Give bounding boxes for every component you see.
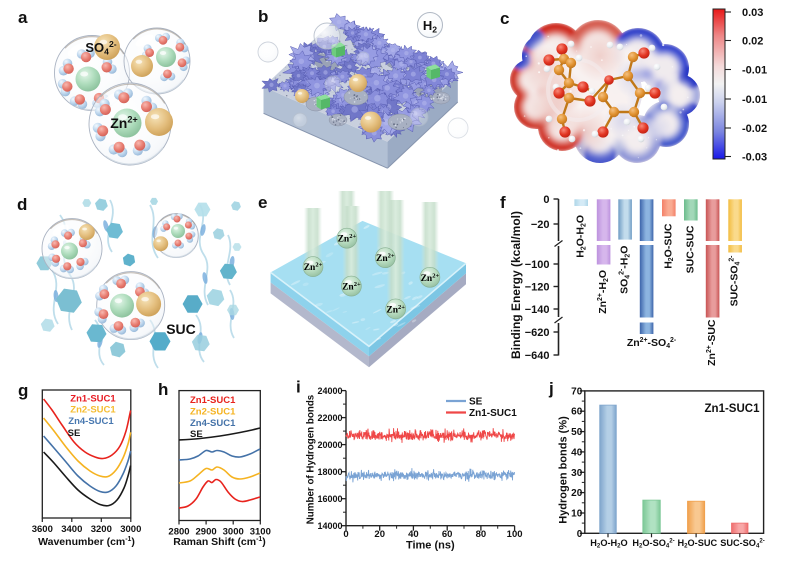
svg-text:10: 10 [571,508,583,519]
svg-text:f: f [500,193,506,212]
svg-text:3600: 3600 [32,524,53,535]
svg-text:Time (ns): Time (ns) [406,540,455,552]
svg-text:−140: −140 [525,304,550,316]
svg-text:60: 60 [442,529,453,540]
svg-text:16000: 16000 [317,494,342,504]
svg-text:Zn1-SUC1: Zn1-SUC1 [190,395,236,406]
svg-text:Zn2+-H2O: Zn2+-H2O [597,270,610,314]
svg-text:80: 80 [476,529,487,540]
svg-text:Zn2-SUC1: Zn2-SUC1 [70,405,116,416]
svg-text:b: b [258,7,268,26]
svg-text:2900: 2900 [196,527,217,538]
svg-text:−640: −640 [525,350,550,362]
svg-text:Zn2+-SUC: Zn2+-SUC [706,319,718,366]
svg-text:Zn1-SUC1: Zn1-SUC1 [469,408,517,419]
svg-text:3200: 3200 [91,524,112,535]
svg-text:Binding Energy (kcal/mol): Binding Energy (kcal/mol) [509,211,523,359]
svg-text:Wavenumber (cm-1): Wavenumber (cm-1) [38,536,135,548]
svg-text:3000: 3000 [223,527,244,538]
svg-text:Zn2+: Zn2+ [338,233,357,245]
svg-text:a: a [18,8,28,27]
svg-text:-0.01: -0.01 [742,94,767,106]
svg-text:H2O-SO42-: H2O-SO42- [632,538,674,550]
svg-text:Zn2+: Zn2+ [421,272,440,284]
svg-text:40: 40 [408,529,419,540]
svg-text:Zn2+: Zn2+ [376,253,395,265]
svg-text:30: 30 [571,468,583,479]
svg-text:20: 20 [571,488,583,499]
svg-text:0: 0 [543,194,549,206]
svg-text:Zn1-SUC1: Zn1-SUC1 [705,403,761,415]
svg-text:Zn1-SUC1: Zn1-SUC1 [70,394,116,405]
svg-text:0.02: 0.02 [742,36,763,48]
svg-text:3000: 3000 [120,524,141,535]
svg-text:20: 20 [374,529,385,540]
svg-text:−100: −100 [525,259,550,271]
svg-text:50: 50 [571,427,583,438]
svg-text:60: 60 [571,407,583,418]
svg-text:i: i [296,378,301,397]
svg-text:H2O-SUC: H2O-SUC [677,538,717,550]
svg-text:Hydrogen bonds (%): Hydrogen bonds (%) [558,416,570,524]
svg-text:-0.03: -0.03 [742,152,767,164]
svg-text:Zn2+: Zn2+ [304,262,323,274]
svg-text:e: e [258,193,267,212]
svg-text:H2O-SUC: H2O-SUC [662,223,675,269]
svg-text:22000: 22000 [317,413,342,423]
svg-text:h: h [158,380,168,399]
svg-text:70: 70 [571,386,583,397]
svg-text:Zn4-SUC1: Zn4-SUC1 [68,416,114,427]
svg-text:SUC-SO42-: SUC-SO42- [720,538,765,550]
svg-text:SO42-: SO42- [85,39,116,56]
svg-text:Zn2+: Zn2+ [110,115,138,131]
svg-text:24000: 24000 [317,386,342,396]
svg-text:3100: 3100 [250,527,271,538]
svg-text:−120: −120 [525,282,550,294]
svg-text:−620: −620 [525,327,550,339]
svg-text:H2O-H2O: H2O-H2O [590,538,627,550]
svg-text:18000: 18000 [317,467,342,477]
svg-text:Number of Hydrogen bonds: Number of Hydrogen bonds [306,394,317,524]
svg-text:20000: 20000 [317,440,342,450]
svg-text:j: j [548,379,554,398]
svg-text:SUC: SUC [166,321,196,337]
svg-text:-0.02: -0.02 [742,123,767,135]
svg-text:Raman Shift (cm-1): Raman Shift (cm-1) [173,536,266,548]
svg-text:Zn4-SUC1: Zn4-SUC1 [190,418,236,429]
svg-text:SUC-SO42-: SUC-SO42- [729,255,742,307]
svg-text:0: 0 [577,529,583,540]
svg-text:SO42--H2O: SO42--H2O [619,246,632,294]
svg-text:g: g [18,381,28,400]
svg-text:Zn2+-SO42-: Zn2+-SO42- [627,337,677,350]
svg-text:−20: −20 [531,219,550,231]
svg-text:H2: H2 [423,18,437,34]
svg-text:100: 100 [507,529,523,540]
svg-text:0: 0 [343,529,348,540]
svg-text:Zn2-SUC1: Zn2-SUC1 [190,407,236,418]
svg-text:d: d [17,195,27,214]
svg-text:SE: SE [469,397,483,408]
svg-text:Zn2+: Zn2+ [386,304,405,316]
svg-text:2800: 2800 [168,527,189,538]
svg-text:40: 40 [571,447,583,458]
svg-text:Zn2+: Zn2+ [342,281,361,293]
svg-text:SE: SE [68,428,81,439]
svg-text:H2O-H2O: H2O-H2O [575,215,588,258]
svg-text:3400: 3400 [61,524,82,535]
svg-text:c: c [500,9,509,28]
svg-text:SE: SE [190,429,203,440]
svg-text:14000: 14000 [317,521,342,531]
svg-text:SUC-SUC: SUC-SUC [684,225,696,273]
svg-text:-0.01: -0.01 [742,65,767,77]
svg-text:0.03: 0.03 [742,7,763,19]
